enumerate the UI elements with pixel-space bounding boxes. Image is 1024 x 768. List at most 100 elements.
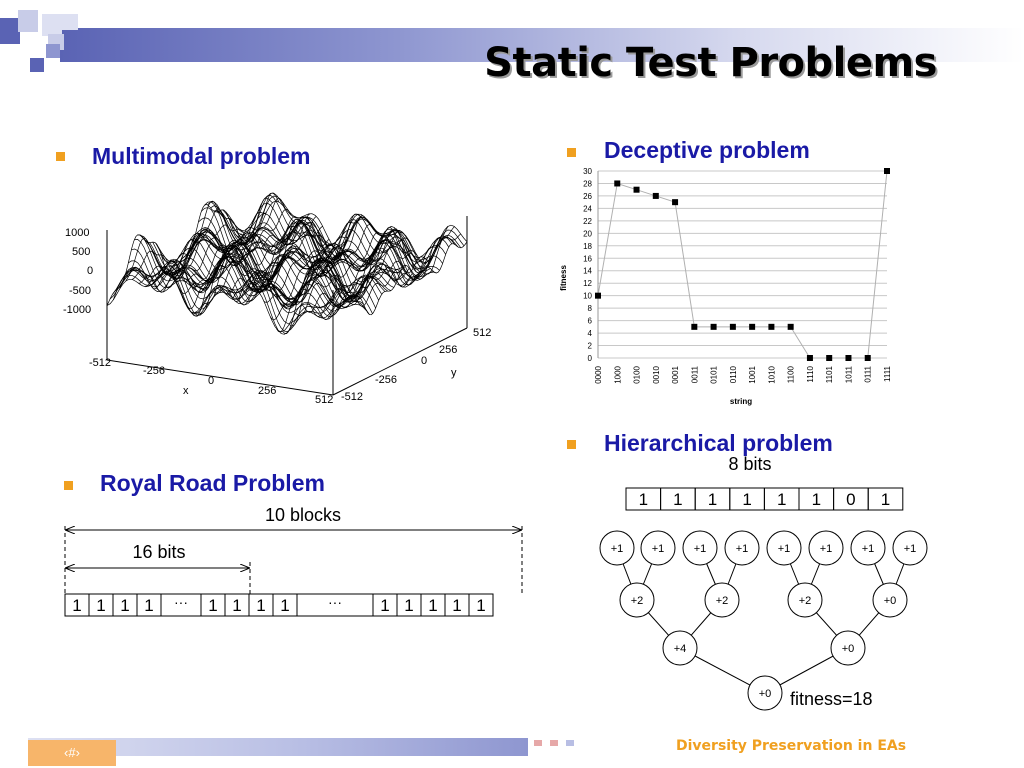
chart-x-tick: 1000 xyxy=(613,365,622,383)
hier-bit-value: 1 xyxy=(708,490,717,509)
x-tick: -512 xyxy=(89,357,111,369)
header-band xyxy=(60,28,1024,62)
tree-node-label: +1 xyxy=(736,543,749,555)
z-tick: 500 xyxy=(72,246,90,258)
bit-cell-value: ··· xyxy=(328,594,342,610)
tree-node xyxy=(599,530,635,566)
z-tick: -500 xyxy=(69,285,91,297)
bit-cell-value: 1 xyxy=(280,596,289,615)
tree-node-label: +1 xyxy=(694,543,707,555)
chart-x-tick: 1110 xyxy=(806,365,815,382)
y-tick: -256 xyxy=(375,374,397,386)
chart-x-tick: 0111 xyxy=(864,365,873,382)
chart-x-tick: 0011 xyxy=(690,365,699,383)
bit-cell-value: 1 xyxy=(232,596,241,615)
y-tick: -512 xyxy=(341,391,363,403)
y-tick: 512 xyxy=(473,327,491,339)
bit-cell-value: 1 xyxy=(256,596,265,615)
tree-node-label: +1 xyxy=(904,543,917,555)
fitness-label: fitness=18 xyxy=(790,689,873,709)
chart-x-tick: 1101 xyxy=(825,365,834,383)
chart-x-tick: 0101 xyxy=(710,365,719,383)
chart-point xyxy=(633,186,640,193)
x-tick: -256 xyxy=(143,365,165,377)
chart-point xyxy=(826,355,833,361)
deceptive-heading: Deceptive problem xyxy=(604,137,810,163)
chart-x-tick: 1100 xyxy=(787,365,796,383)
x-tick: 256 xyxy=(258,385,276,397)
y-tick: 256 xyxy=(439,344,457,356)
bit-cell xyxy=(272,593,298,617)
chart-x-tick: 1001 xyxy=(748,365,757,383)
bit-cell-value: 1 xyxy=(120,596,129,615)
hier-bits-label: 8 bits xyxy=(728,454,771,474)
page-number-box: ‹#› xyxy=(28,740,116,766)
page-number: ‹#› xyxy=(64,745,80,760)
bullet-icon xyxy=(567,440,576,449)
bits-label: 16 bits xyxy=(132,542,185,562)
blocks-label: 10 blocks xyxy=(265,505,341,525)
tree-node xyxy=(619,582,655,618)
chart-point xyxy=(864,355,871,361)
tree-node xyxy=(662,630,698,666)
chart-x-tick: 1111 xyxy=(883,365,892,382)
chart-y-tick: 6 xyxy=(588,317,593,326)
bullet-icon xyxy=(567,148,576,157)
chart-point xyxy=(845,355,852,361)
chart-x-tick: 1010 xyxy=(767,365,776,383)
z-tick: -1000 xyxy=(63,304,91,316)
hier-bit-value: 1 xyxy=(639,490,648,509)
chart-point xyxy=(691,323,698,330)
chart-y-tick: 24 xyxy=(583,204,592,213)
bit-cell-value: 1 xyxy=(476,596,485,615)
chart-x-tick: 0100 xyxy=(633,365,642,383)
chart-y-tick: 20 xyxy=(583,229,592,238)
x-tick: 512 xyxy=(315,394,333,406)
tree-node xyxy=(787,582,823,618)
tree-node-label: +0 xyxy=(842,643,855,655)
tree-node-label: +1 xyxy=(652,543,665,555)
royal-road-heading: Royal Road Problem xyxy=(100,470,325,496)
tree-node-label: +2 xyxy=(631,595,644,607)
y-tick: 0 xyxy=(421,355,427,367)
tree-node xyxy=(892,530,928,566)
chart-y-tick: 30 xyxy=(583,167,592,176)
chart-y-tick: 22 xyxy=(583,217,592,226)
chart-x-tick: 0110 xyxy=(729,365,738,383)
hier-bit-value: 1 xyxy=(777,490,786,509)
bit-cell-value: 1 xyxy=(380,596,389,615)
chart-y-tick: 2 xyxy=(588,342,593,351)
y-axis-label: y xyxy=(451,367,457,379)
hierarchical-tree: 8 bits 1 1 1 1 1 1 0 1 +1 +1 +1 +1 +1 +1 +1 +1 +2 +2 +2 +0… xyxy=(599,454,928,711)
hier-bit-value: 1 xyxy=(742,490,751,509)
tree-node-label: +1 xyxy=(611,543,624,555)
tree-node-label: +0 xyxy=(759,688,772,700)
tree-node-label: +2 xyxy=(799,595,812,607)
x-axis-label: x xyxy=(183,385,189,397)
chart-point xyxy=(652,192,659,199)
chart-y-tick: 14 xyxy=(583,267,592,276)
chart-point xyxy=(806,355,813,361)
surface-mesh xyxy=(106,192,468,335)
tree-node-label: +1 xyxy=(820,543,833,555)
chart-y-tick: 26 xyxy=(583,192,592,201)
bit-cell-value: 1 xyxy=(72,596,81,615)
tree-node xyxy=(850,530,886,566)
chart-point xyxy=(729,323,736,330)
tree-node-label: +2 xyxy=(716,595,729,607)
chart-point xyxy=(749,323,756,330)
chart-point xyxy=(768,323,775,330)
tree-node xyxy=(808,530,844,566)
chart-y-tick: 18 xyxy=(583,242,592,251)
hier-bit-cell xyxy=(867,487,904,511)
chart-y-tick: 10 xyxy=(583,292,592,301)
tree-node xyxy=(872,582,908,618)
tree-node-label: +4 xyxy=(674,643,687,655)
chart-x-tick: 0001 xyxy=(671,365,680,383)
tree-node xyxy=(682,530,718,566)
bit-cell-value: 1 xyxy=(452,596,461,615)
chart-y-tick: 28 xyxy=(583,179,592,188)
tree-node xyxy=(640,530,676,566)
multimodal-heading: Multimodal problem xyxy=(92,143,311,169)
bullet-icon xyxy=(64,481,73,490)
